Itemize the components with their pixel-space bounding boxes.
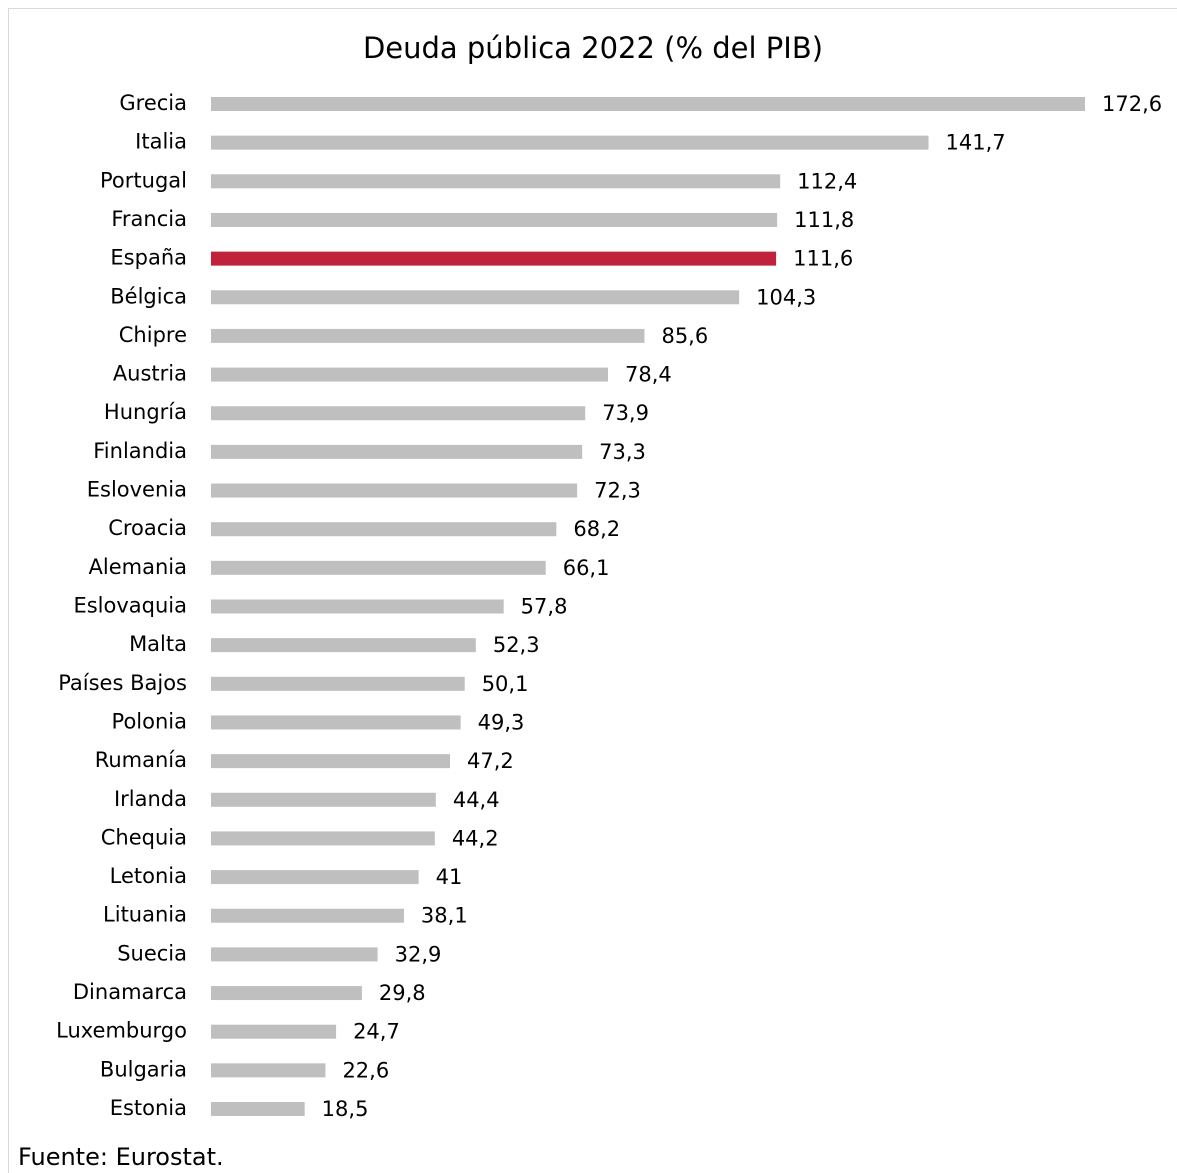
category-label: Bulgaria — [100, 1057, 187, 1081]
category-label: Finlandia — [93, 439, 187, 463]
bar — [211, 367, 608, 382]
value-label: 141,7 — [946, 131, 1006, 155]
category-label: Croacia — [108, 516, 187, 540]
value-label: 72,3 — [594, 479, 641, 503]
bar — [211, 251, 777, 266]
bar — [211, 908, 404, 923]
category-label: Alemania — [89, 555, 187, 579]
bar — [211, 1102, 305, 1116]
value-label: 52,3 — [493, 633, 540, 657]
category-label: Polonia — [112, 709, 187, 733]
bar — [211, 290, 740, 305]
bar — [211, 135, 929, 150]
category-label: Suecia — [117, 941, 187, 965]
category-label: Austria — [113, 362, 187, 386]
bar — [211, 947, 378, 962]
bar — [211, 406, 586, 421]
bar — [211, 444, 583, 459]
value-label: 44,2 — [452, 826, 499, 850]
category-label: Francia — [111, 207, 187, 231]
category-label: Chequia — [101, 825, 187, 849]
category-label: Letonia — [110, 864, 187, 888]
category-label: Dinamarca — [73, 980, 187, 1004]
bar — [211, 328, 645, 343]
value-label: 38,1 — [421, 904, 468, 928]
bar — [211, 560, 546, 575]
bar — [211, 1024, 337, 1039]
bar — [211, 97, 1085, 111]
bar — [211, 792, 436, 807]
category-label: Portugal — [100, 168, 187, 192]
bar — [211, 986, 362, 1001]
value-label: 18,5 — [322, 1097, 369, 1121]
category-label: Rumanía — [95, 748, 187, 772]
bar — [211, 522, 557, 537]
frame — [8, 8, 1177, 1173]
bar — [211, 1063, 326, 1078]
bar — [211, 599, 504, 614]
bar — [211, 870, 419, 885]
value-label: 29,8 — [379, 981, 426, 1005]
category-label: Grecia — [119, 91, 187, 115]
value-label: 85,6 — [661, 324, 708, 348]
value-label: 57,8 — [521, 595, 568, 619]
value-label: 24,7 — [353, 1020, 400, 1044]
value-label: 32,9 — [395, 942, 442, 966]
category-label: Irlanda — [114, 787, 187, 811]
value-label: 22,6 — [342, 1058, 389, 1082]
bar — [211, 638, 476, 653]
category-label: Bélgica — [110, 284, 187, 308]
value-label: 73,9 — [602, 401, 649, 425]
category-label: Eslovaquia — [73, 594, 187, 618]
value-label: 68,2 — [573, 517, 620, 541]
category-label: Hungría — [104, 400, 187, 424]
bar — [211, 676, 465, 691]
category-label: Chipre — [119, 323, 187, 347]
bar — [211, 754, 451, 769]
value-label: 78,4 — [625, 363, 672, 387]
category-label: Países Bajos — [58, 671, 187, 695]
value-label: 104,3 — [756, 285, 816, 309]
value-label: 44,4 — [453, 788, 500, 812]
bar — [211, 831, 435, 846]
category-label: España — [110, 246, 187, 270]
category-label: Lituania — [103, 903, 187, 927]
category-label: Luxemburgo — [56, 1019, 187, 1043]
bar — [211, 212, 778, 227]
value-label: 111,6 — [793, 247, 853, 271]
value-label: 50,1 — [482, 672, 529, 696]
category-label: Italia — [135, 130, 187, 154]
bar — [211, 483, 578, 498]
bar — [211, 715, 461, 730]
value-label: 111,8 — [794, 208, 854, 232]
category-label: Estonia — [110, 1096, 187, 1120]
category-label: Malta — [129, 632, 187, 656]
source: Fuente: Eurostat. — [18, 1143, 224, 1171]
value-label: 49,3 — [478, 710, 525, 734]
chart-title: Deuda pública 2022 (% del PIB) — [363, 31, 823, 65]
category-label: Eslovenia — [87, 478, 187, 502]
value-label: 41 — [436, 865, 463, 889]
value-label: 172,6 — [1102, 92, 1162, 116]
value-label: 112,4 — [797, 169, 857, 193]
value-label: 73,3 — [599, 440, 646, 464]
value-label: 47,2 — [467, 749, 514, 773]
bar — [211, 174, 781, 189]
value-label: 66,1 — [563, 556, 610, 580]
